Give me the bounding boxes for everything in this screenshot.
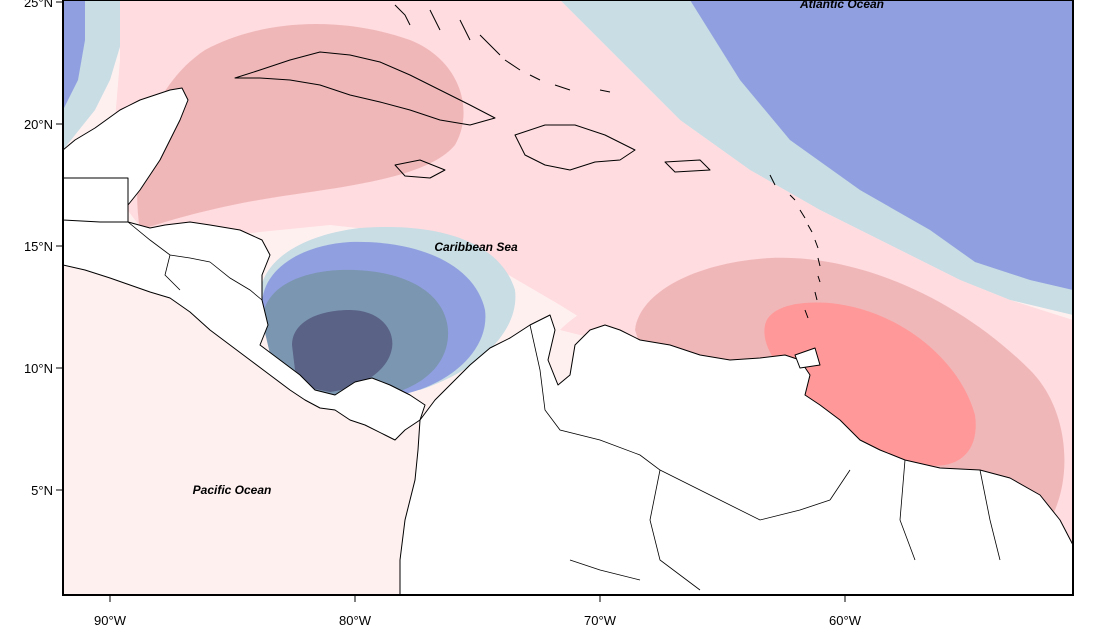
- antilles-warm-core: [137, 23, 464, 231]
- map-frame: [62, 0, 1074, 596]
- pacific-ocean-label: Pacific Ocean: [193, 483, 272, 497]
- country-borders: [127, 221, 1001, 591]
- y-tick-label: 15°N: [24, 239, 53, 254]
- lesser-antilles-islands: [769, 174, 821, 319]
- x-tick-label: 60°W: [829, 613, 862, 628]
- east-warm-strong: [764, 302, 976, 466]
- y-axis: 25°N 20°N 15°N 10°N 5°N: [24, 0, 63, 498]
- bahamas-islands: [394, 4, 611, 93]
- atlantic-cool-band-moderate: [690, 0, 1073, 290]
- x-tick-label: 70°W: [584, 613, 617, 628]
- x-axis: 90°W 80°W 70°W 60°W: [94, 595, 862, 628]
- sw-caribbean-cool-strongest: [292, 310, 393, 392]
- jamaica-island: [394, 159, 446, 179]
- map-plot-area: [63, 0, 1073, 595]
- south-america-land: [399, 314, 1073, 595]
- y-tick-label: 20°N: [24, 117, 53, 132]
- y-tick-label: 5°N: [31, 483, 53, 498]
- central-america-land: [63, 87, 426, 441]
- x-tick-label: 90°W: [94, 613, 127, 628]
- yucatan-peninsula: [63, 177, 129, 223]
- gulf-cool-moderate: [63, 0, 85, 110]
- x-tick-label: 80°W: [339, 613, 372, 628]
- y-tick-label: 25°N: [24, 0, 53, 10]
- y-tick-label: 10°N: [24, 361, 53, 376]
- atlantic-ocean-label: Atlantic Ocean: [799, 0, 884, 11]
- hispaniola-island: [514, 124, 636, 171]
- puerto-rico-island: [664, 159, 711, 173]
- cuba-island: [234, 51, 496, 126]
- caribbean-sea-label: Caribbean Sea: [434, 240, 518, 254]
- trinidad-island: [794, 347, 821, 369]
